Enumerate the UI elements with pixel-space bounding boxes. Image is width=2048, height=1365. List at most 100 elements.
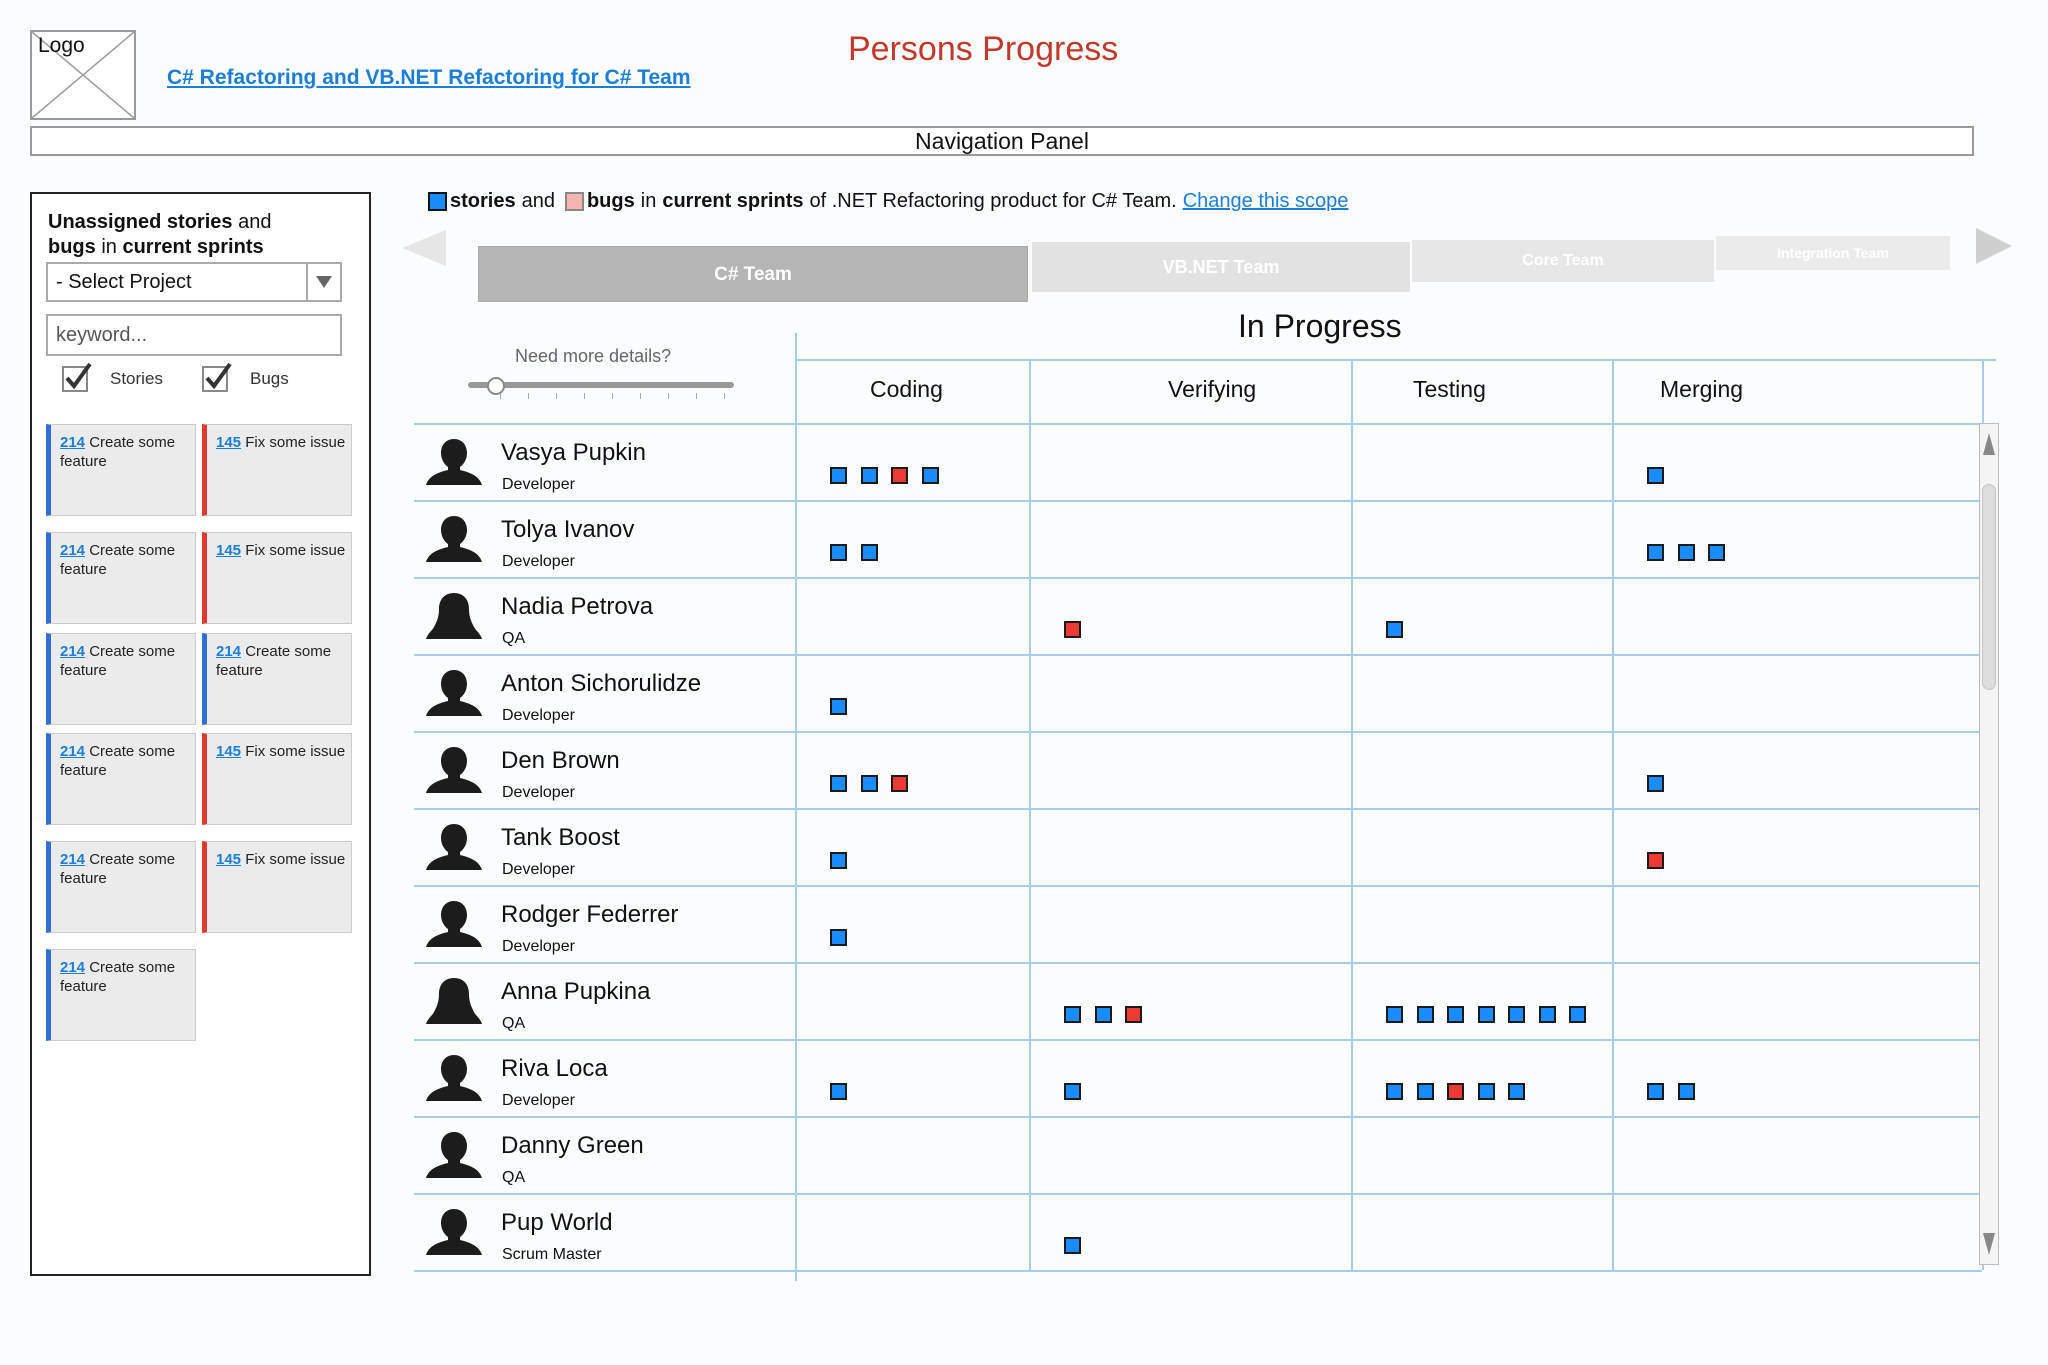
story-marker[interactable] — [830, 775, 847, 792]
detail-slider-track[interactable] — [468, 382, 734, 388]
detail-slider-thumb[interactable] — [487, 377, 505, 395]
person-name[interactable]: Pup World — [501, 1209, 613, 1236]
grid-row-divider — [414, 654, 1982, 656]
story-marker[interactable] — [921, 467, 939, 484]
story-marker[interactable] — [1708, 544, 1725, 561]
story-card[interactable]: 214 Create some feature — [46, 633, 196, 725]
bug-marker[interactable] — [1064, 621, 1081, 638]
person-name[interactable]: Tank Boost — [501, 824, 620, 851]
story-marker[interactable] — [830, 544, 847, 561]
scroll-thumb[interactable] — [1982, 484, 1996, 690]
carousel-left-arrow-icon[interactable] — [400, 228, 448, 268]
project-link[interactable]: C# Refactoring and VB.NET Refactoring fo… — [167, 66, 691, 89]
person-name[interactable]: Nadia Petrova — [501, 593, 654, 620]
story-marker[interactable] — [1064, 1006, 1081, 1023]
keyword-input[interactable] — [46, 314, 342, 356]
story-card[interactable]: 214 Create some feature — [46, 949, 196, 1041]
person-name[interactable]: Rodger Federrer — [501, 901, 679, 928]
card-number-link[interactable]: 145 — [216, 542, 242, 559]
person-name[interactable]: Anton Sichorulidze — [501, 670, 702, 697]
column-header-verifying: Verifying — [1168, 376, 1257, 402]
story-marker[interactable] — [1647, 775, 1664, 792]
story-marker[interactable] — [1416, 1083, 1434, 1100]
bug-marker[interactable] — [1125, 1006, 1142, 1023]
project-select[interactable]: - Select Project — [46, 262, 342, 302]
scroll-up-icon[interactable] — [1980, 424, 1998, 464]
story-marker[interactable] — [1647, 1083, 1664, 1100]
tab-integration-team[interactable]: Integration Team — [1716, 236, 1950, 270]
person-name[interactable]: Anna Pupkina — [501, 978, 651, 1005]
bug-marker[interactable] — [1447, 1083, 1464, 1100]
person-name[interactable]: Danny Green — [501, 1132, 644, 1159]
card-number-link[interactable]: 214 — [216, 643, 242, 660]
story-marker[interactable] — [1677, 544, 1695, 561]
story-marker[interactable] — [830, 698, 847, 715]
story-marker[interactable] — [1677, 1083, 1695, 1100]
card-number-link[interactable]: 214 — [60, 542, 86, 559]
card-number-link[interactable]: 214 — [60, 743, 86, 760]
tab-csharp-team[interactable]: C# Team — [478, 246, 1028, 302]
bug-card[interactable]: 145 Fix some issue — [202, 841, 352, 933]
story-card[interactable]: 214 Create some feature — [46, 733, 196, 825]
stories-checkbox[interactable]: Stories — [62, 362, 163, 392]
story-marker[interactable] — [1569, 1006, 1586, 1023]
bug-card[interactable]: 145 Fix some issue — [202, 424, 352, 516]
story-marker[interactable] — [860, 775, 878, 792]
card-number-link[interactable]: 145 — [216, 434, 242, 451]
card-number-link[interactable]: 214 — [60, 643, 86, 660]
checkbox-checked-icon[interactable] — [202, 362, 232, 392]
story-marker[interactable] — [830, 852, 847, 869]
story-marker[interactable] — [1386, 621, 1403, 638]
story-marker[interactable] — [1064, 1083, 1081, 1100]
carousel-right-arrow-icon[interactable] — [1974, 226, 2014, 266]
bug-marker[interactable] — [1647, 852, 1664, 869]
avatar-icon — [424, 1130, 484, 1180]
story-marker[interactable] — [1386, 1083, 1403, 1100]
story-marker[interactable] — [1477, 1006, 1495, 1023]
story-marker[interactable] — [1477, 1083, 1495, 1100]
story-marker[interactable] — [860, 544, 878, 561]
story-marker[interactable] — [830, 467, 847, 484]
story-marker[interactable] — [1447, 1006, 1464, 1023]
tab-core-team[interactable]: Core Team — [1412, 240, 1714, 282]
story-card[interactable]: 214 Create some feature — [46, 841, 196, 933]
story-marker[interactable] — [830, 1083, 847, 1100]
story-marker[interactable] — [1416, 1006, 1434, 1023]
story-marker[interactable] — [1508, 1083, 1525, 1100]
story-marker[interactable] — [860, 467, 878, 484]
person-name[interactable]: Riva Loca — [501, 1055, 608, 1082]
card-number-link[interactable]: 145 — [216, 851, 242, 868]
story-marker[interactable] — [1508, 1006, 1525, 1023]
bug-marker[interactable] — [891, 467, 908, 484]
bug-marker[interactable] — [891, 775, 908, 792]
story-card[interactable]: 214 Create some feature — [202, 633, 352, 725]
person-role: Developer — [502, 938, 575, 955]
tab-vbnet-team[interactable]: VB.NET Team — [1032, 242, 1410, 292]
story-marker[interactable] — [1094, 1006, 1112, 1023]
card-number-link[interactable]: 214 — [60, 851, 86, 868]
scroll-down-icon[interactable] — [1980, 1224, 1998, 1264]
story-card[interactable]: 214 Create some feature — [46, 424, 196, 516]
story-marker[interactable] — [1386, 1006, 1403, 1023]
vertical-scrollbar[interactable] — [1979, 423, 1999, 1265]
story-marker[interactable] — [1647, 544, 1664, 561]
story-marker[interactable] — [1064, 1237, 1081, 1254]
person-name[interactable]: Den Brown — [501, 747, 620, 774]
navigation-panel[interactable]: Navigation Panel — [30, 126, 1974, 156]
bugs-checkbox[interactable]: Bugs — [202, 362, 289, 392]
story-card[interactable]: 214 Create some feature — [46, 532, 196, 624]
person-role: Developer — [502, 476, 575, 493]
card-number-link[interactable]: 214 — [60, 959, 86, 976]
bug-card[interactable]: 145 Fix some issue — [202, 733, 352, 825]
story-marker[interactable] — [830, 929, 847, 946]
story-marker[interactable] — [1538, 1006, 1556, 1023]
change-scope-link[interactable]: Change this scope — [1182, 190, 1349, 212]
chevron-down-icon[interactable] — [306, 264, 340, 300]
checkbox-checked-icon[interactable] — [62, 362, 92, 392]
person-name[interactable]: Vasya Pupkin — [501, 439, 646, 466]
card-number-link[interactable]: 145 — [216, 743, 242, 760]
person-name[interactable]: Tolya Ivanov — [501, 516, 635, 543]
story-marker[interactable] — [1647, 467, 1664, 484]
card-number-link[interactable]: 214 — [60, 434, 86, 451]
bug-card[interactable]: 145 Fix some issue — [202, 532, 352, 624]
